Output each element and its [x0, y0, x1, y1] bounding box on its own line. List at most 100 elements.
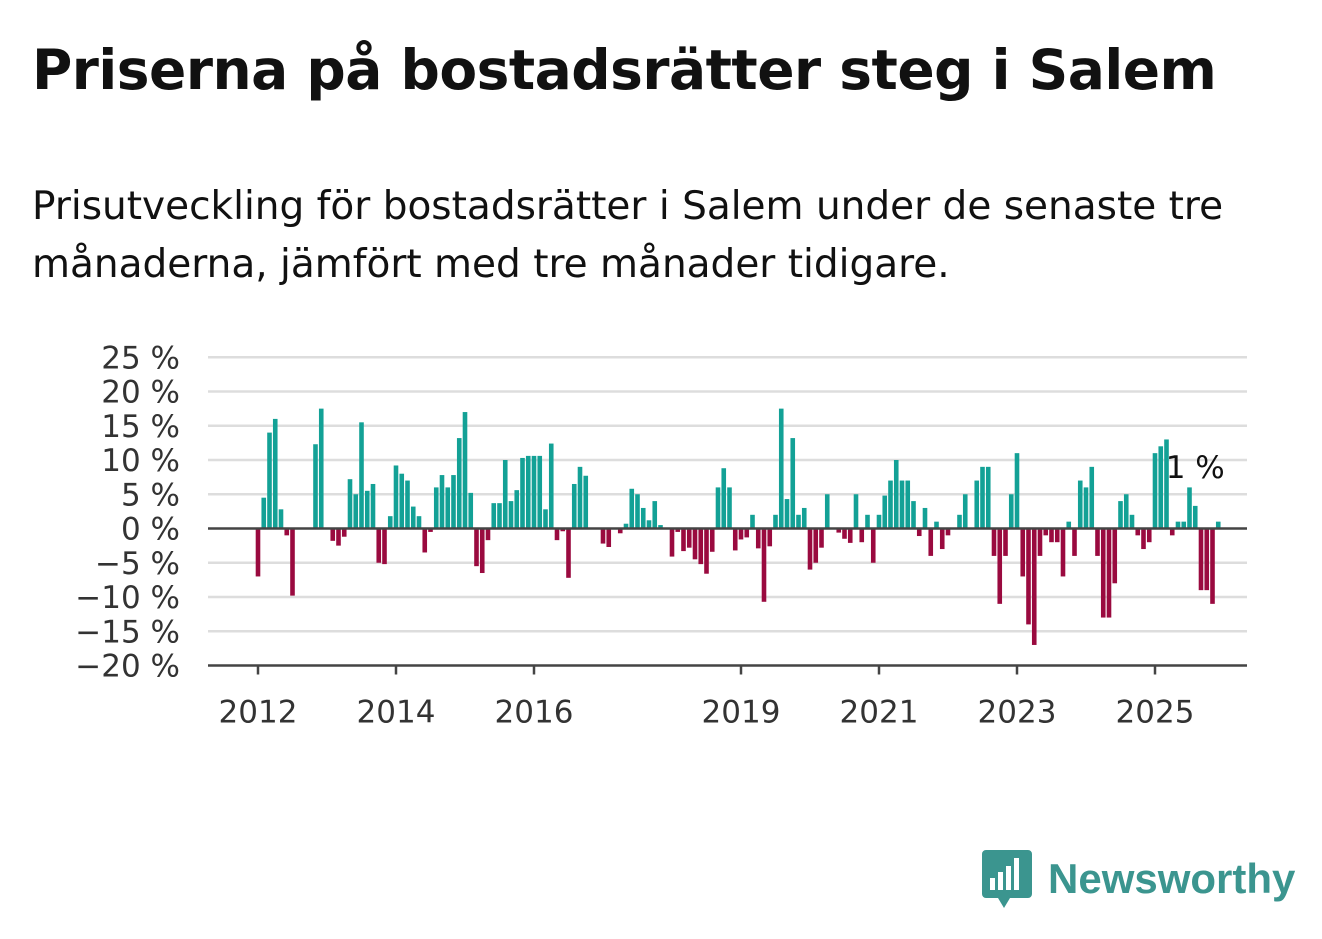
- bar: [727, 487, 732, 529]
- x-tick-label: 2012: [219, 695, 298, 731]
- bar: [1181, 521, 1187, 529]
- bar: [801, 507, 807, 529]
- bar: [945, 528, 951, 536]
- bar: [497, 503, 502, 529]
- bar: [1123, 494, 1129, 529]
- bar: [359, 422, 364, 529]
- bar: [433, 487, 439, 529]
- bar: [577, 466, 583, 529]
- bar: [255, 528, 261, 577]
- bar: [422, 528, 428, 553]
- bar: [1198, 528, 1204, 591]
- bar: [462, 412, 468, 529]
- bar: [709, 528, 715, 552]
- bar: [669, 528, 675, 557]
- y-tick-label: −10 %: [75, 580, 180, 616]
- bar: [416, 516, 422, 529]
- bar: [491, 503, 497, 529]
- bar: [531, 455, 537, 529]
- bar: [1141, 528, 1146, 550]
- bar: [750, 514, 755, 529]
- bar: [537, 455, 543, 529]
- bar: [813, 528, 819, 563]
- bar: [1112, 528, 1118, 584]
- bar: [1049, 528, 1054, 543]
- bar: [1089, 466, 1095, 529]
- bar: [819, 528, 824, 548]
- bar: [278, 509, 284, 529]
- bar: [985, 466, 991, 529]
- bar: [1210, 528, 1215, 604]
- bar: [744, 528, 750, 538]
- bar: [640, 507, 646, 529]
- bar: [957, 514, 962, 529]
- bar: [1003, 528, 1008, 556]
- bar: [502, 460, 508, 529]
- bar: [474, 528, 479, 567]
- bar-series: [255, 408, 1221, 645]
- axes: [208, 527, 1247, 675]
- bar: [767, 528, 773, 547]
- bar: [842, 528, 847, 539]
- bar: [646, 520, 652, 529]
- bar: [1026, 528, 1031, 625]
- bar: [893, 460, 899, 529]
- bar: [974, 480, 980, 529]
- bar: [629, 488, 635, 529]
- bar: [560, 528, 566, 532]
- bar: [336, 528, 341, 546]
- bar: [1100, 528, 1106, 618]
- bar: [870, 528, 876, 563]
- bar: [738, 528, 744, 540]
- y-tick-label: −5 %: [95, 546, 180, 582]
- x-tick-label: 2016: [495, 695, 574, 731]
- bar: [721, 468, 727, 529]
- bar: [606, 528, 612, 547]
- bar: [1118, 501, 1123, 529]
- bar: [859, 528, 865, 543]
- bar: [376, 528, 382, 563]
- y-tick-label: −20 %: [75, 649, 180, 685]
- bar: [905, 480, 911, 529]
- bar: [583, 475, 589, 529]
- bar: [600, 528, 606, 544]
- x-tick-label: 2023: [978, 695, 1057, 731]
- bar: [1106, 528, 1112, 618]
- bar: [347, 479, 353, 529]
- bar: [313, 444, 318, 529]
- bar: [1077, 480, 1083, 529]
- bar: [732, 528, 738, 551]
- bar: [405, 480, 410, 529]
- newsworthy-logo-icon: [982, 850, 1032, 908]
- bar: [566, 528, 571, 578]
- bar: [353, 494, 359, 529]
- bar: [962, 494, 968, 529]
- bar: [807, 528, 813, 570]
- x-tick-label: 2025: [1116, 695, 1195, 731]
- bar: [1054, 528, 1060, 543]
- brand-name: Newsworthy: [1048, 855, 1296, 902]
- bar: [456, 438, 462, 529]
- bar: [836, 528, 842, 533]
- bar: [1169, 528, 1175, 536]
- bar: [692, 528, 698, 560]
- bar: [922, 507, 928, 529]
- bar: [479, 528, 485, 574]
- bar: [784, 499, 790, 529]
- bar: [1204, 528, 1210, 591]
- bar: [1158, 446, 1164, 529]
- bar: [548, 443, 554, 529]
- bar: [1072, 528, 1077, 556]
- bar: [1146, 528, 1152, 543]
- bar: [888, 480, 893, 529]
- x-tick-label: 2021: [840, 695, 919, 731]
- chart-subtitle: Prisutveckling för bostadsrätter i Salem…: [32, 184, 1224, 287]
- bar: [675, 528, 681, 532]
- bar: [698, 528, 704, 565]
- bar: [980, 466, 985, 529]
- chart-title: Priserna på bostadsrätter steg i Salem: [32, 38, 1217, 102]
- bar: [853, 494, 859, 529]
- value-annotation: 1 %: [1166, 450, 1225, 486]
- brand: Newsworthy: [980, 848, 1295, 910]
